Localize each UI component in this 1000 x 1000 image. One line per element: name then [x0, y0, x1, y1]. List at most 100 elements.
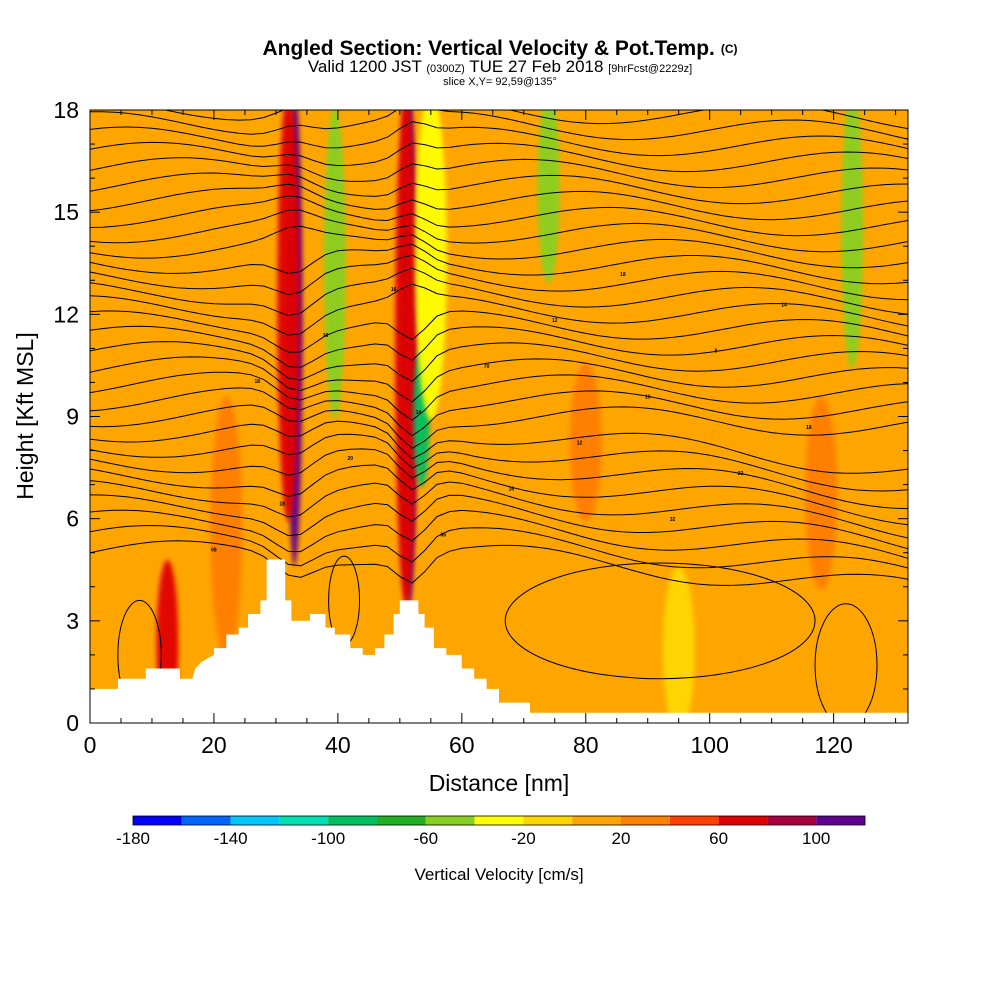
- chart-title: Angled Section: Vertical Velocity & Pot.…: [262, 37, 715, 60]
- isotherm-line: [90, 356, 908, 403]
- isotherm-label: 16: [645, 394, 651, 400]
- isotherm-line: [90, 121, 908, 157]
- velocity-cell: [662, 566, 695, 723]
- isotherm-line: [90, 267, 908, 317]
- velocity-cell: [210, 396, 243, 658]
- isotherm-label: 32: [670, 517, 676, 523]
- isotherm-line: [90, 464, 908, 526]
- isotherm-line: [90, 283, 908, 336]
- isotherm-label: 12: [552, 318, 558, 324]
- isotherm-label: 68: [211, 548, 217, 554]
- slice-info: slice X,Y= 92,59@135°: [443, 76, 557, 88]
- velocity-cell: [841, 110, 864, 369]
- x-axis-title: Distance [nm]: [429, 770, 570, 796]
- isotherm-line: [90, 433, 908, 492]
- isotherm-label: 14: [781, 303, 787, 309]
- velocity-cell: [569, 362, 602, 522]
- x-axis: 0 20 40 60 80 100 120: [84, 110, 897, 758]
- isotherm-line: [90, 254, 908, 301]
- colorbar-swatch: [621, 816, 670, 825]
- isotherm-label: 16: [509, 486, 515, 492]
- colorbar-swatch: [572, 816, 621, 825]
- colorbar-tick-label: 20: [612, 829, 631, 848]
- isotherm-label: 12: [577, 440, 583, 446]
- y-tick-label: 18: [53, 97, 79, 123]
- isotherm-line: [90, 209, 908, 253]
- isotherm-line: [90, 509, 908, 559]
- colorbar-swatch: [718, 816, 768, 825]
- velocity-cell: [395, 110, 418, 607]
- x-tick-label: 100: [691, 732, 729, 758]
- forecast-info: [9hrFcst@2229z]: [608, 63, 693, 75]
- terrain-shape: [90, 559, 908, 723]
- colorbar-tick-label: 60: [709, 829, 728, 848]
- y-tick-label: 6: [66, 506, 79, 532]
- isotherm-line: [90, 341, 908, 383]
- isotherm-line: [90, 480, 908, 539]
- isotherm-line: [90, 310, 908, 353]
- x-tick-label: 0: [84, 732, 97, 758]
- isotherm-line: [90, 141, 908, 173]
- isotherm-label: 18: [620, 272, 626, 278]
- isotherm-line: [90, 243, 908, 285]
- colorbar-swatch: [767, 816, 817, 825]
- x-tick-label: 80: [573, 732, 599, 758]
- isotherm-line: [90, 404, 908, 449]
- isotherm-loop: [504, 562, 816, 680]
- colorbar-swatch: [377, 816, 426, 825]
- velocity-cell: [537, 110, 560, 284]
- y-tick-label: 0: [66, 710, 79, 736]
- isotherm-label: 22: [738, 471, 744, 477]
- isotherm-label: 18: [279, 502, 285, 508]
- colorbar-swatch: [279, 816, 329, 825]
- y-axis-title: Height [Kft MSL]: [12, 332, 38, 499]
- colorbar-tick-label: 100: [802, 829, 830, 848]
- velocity-cell: [805, 396, 838, 590]
- colorbar-swatch: [474, 816, 524, 825]
- y-tick-label: 9: [66, 404, 79, 430]
- plot-area-fill: [90, 110, 908, 723]
- isotherm-label: 14: [416, 410, 422, 416]
- colorbar-tick-label: -180: [116, 829, 150, 848]
- isotherm-line: [90, 157, 908, 189]
- chart-title-unit: (C): [720, 42, 738, 56]
- velocity-cell: [414, 110, 447, 420]
- colorbar-swatch: [816, 816, 865, 825]
- isotherm-line: [90, 225, 908, 269]
- isotherm-line: [90, 371, 908, 421]
- x-tick-label: 60: [449, 732, 475, 758]
- isotherm-line: [90, 172, 908, 205]
- y-tick-label: 15: [53, 199, 79, 225]
- colorbar-tick-label: -20: [511, 829, 536, 848]
- colorbar-swatch: [669, 816, 719, 825]
- colorbar-border: [132, 815, 866, 826]
- y-tick-label: 3: [66, 608, 79, 634]
- colorbar-tick-label: -140: [214, 829, 248, 848]
- x-tick-label: 20: [201, 732, 227, 758]
- colorbar-tick-label: -60: [414, 829, 439, 848]
- x-tick-label: 40: [325, 732, 351, 758]
- valid-date: TUE 27 Feb 2018: [469, 57, 604, 76]
- isotherm-loop: [814, 603, 878, 723]
- isotherm-line: [90, 387, 908, 437]
- isotherm-line: [90, 448, 908, 510]
- valid-prefix: Valid 1200 JST: [307, 57, 422, 76]
- isotherm-line: [162, 110, 908, 130]
- x-tick-label: 120: [814, 732, 852, 758]
- colorbar-title: Vertical Velocity [cm/s]: [414, 865, 583, 884]
- isotherm-line: [90, 524, 908, 569]
- colorbar-swatch: [181, 816, 231, 825]
- terrain-layer: [90, 559, 908, 723]
- colorbar-swatch: [133, 816, 182, 825]
- colorbar-swatch: [328, 816, 377, 825]
- plot-background: [90, 110, 908, 723]
- valid-time-line: Valid 1200 JST (0300Z) TUE 27 Feb 2018 […: [0, 58, 1000, 78]
- isotherm-label: 20: [347, 456, 353, 462]
- isotherm-line: [90, 494, 908, 550]
- valid-utc: (0300Z): [426, 63, 465, 75]
- y-axis: 0 3 6 9 12 15 18: [53, 97, 908, 736]
- isotherm-label: 18: [255, 379, 261, 385]
- velocity-cell: [323, 110, 346, 420]
